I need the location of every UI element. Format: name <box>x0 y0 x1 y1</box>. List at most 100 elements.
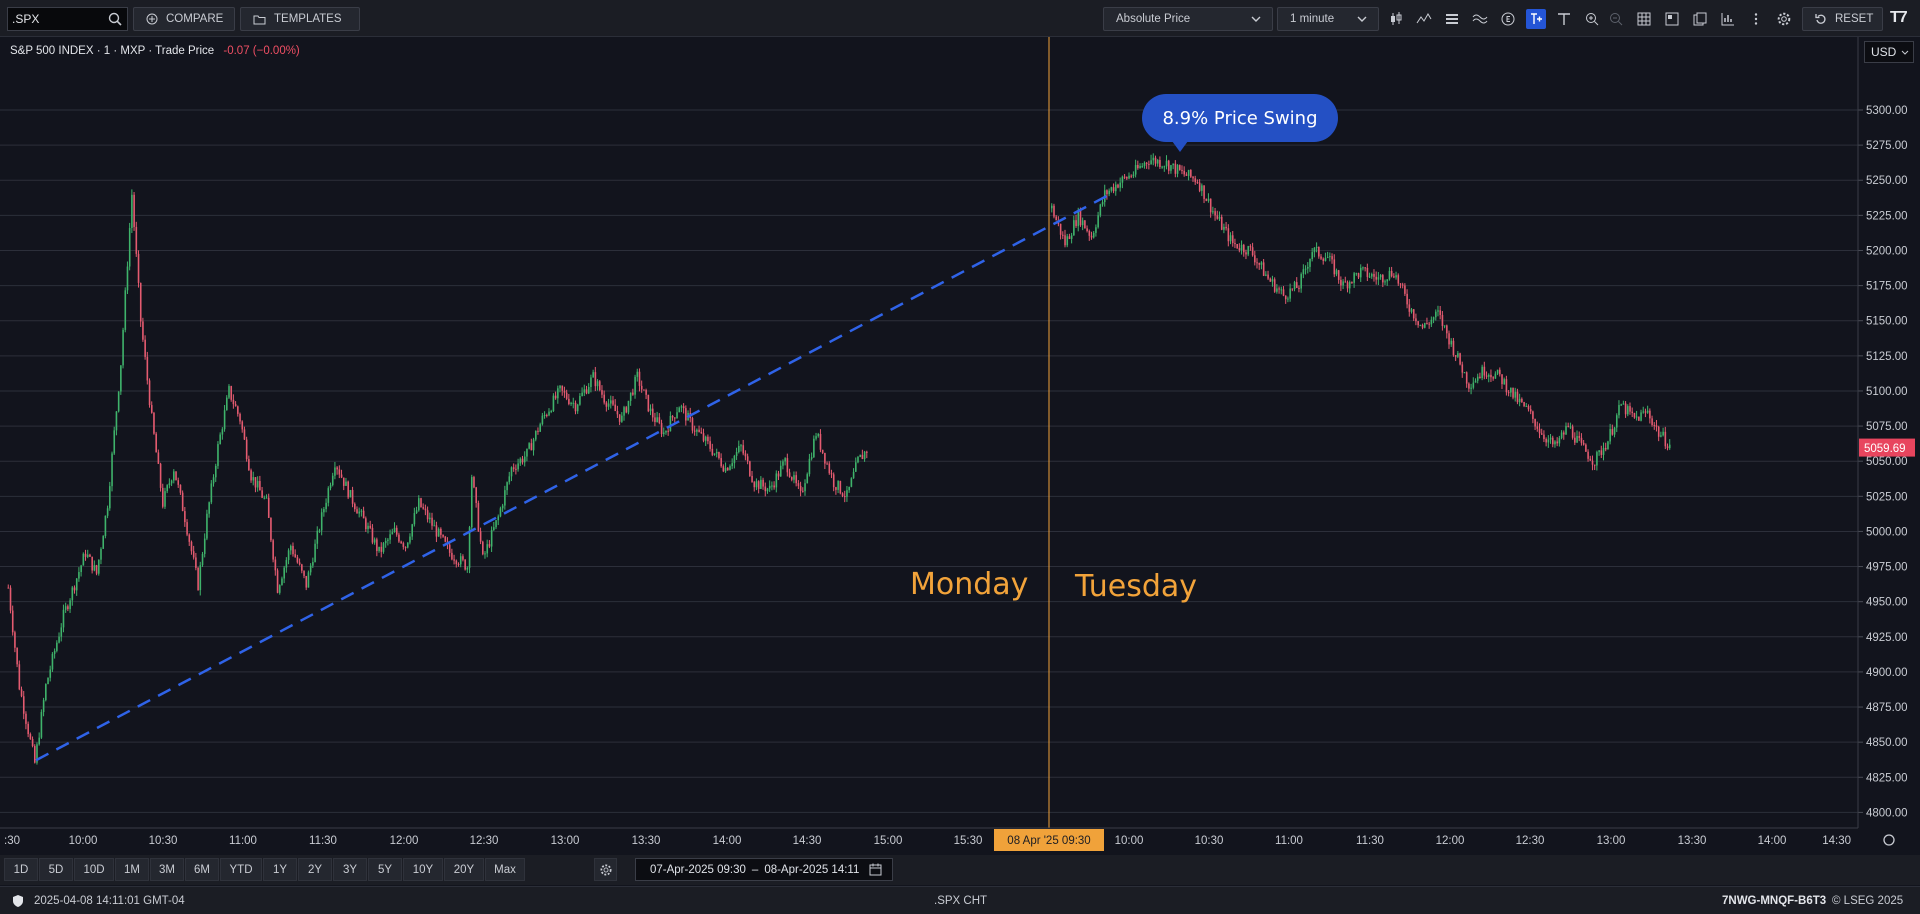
candle-body <box>371 527 374 543</box>
candle-body <box>1320 256 1322 259</box>
wave-icon[interactable] <box>1470 9 1490 29</box>
range-button-3y[interactable]: 3Y <box>333 858 367 881</box>
candle-body <box>276 570 279 593</box>
candle-body <box>1183 170 1186 175</box>
range-button-max[interactable]: Max <box>485 858 525 881</box>
trendline[interactable] <box>35 193 1111 762</box>
chevron-down-icon <box>1357 16 1367 22</box>
date-range-picker[interactable]: 07-Apr-2025 09:30 – 08-Apr-2025 14:11 <box>635 858 893 881</box>
table-icon[interactable] <box>1634 9 1654 29</box>
volume-bars-icon[interactable] <box>1442 9 1462 29</box>
range-button-3m[interactable]: 3M <box>150 858 184 881</box>
candle-body <box>1240 244 1243 251</box>
range-button-5y[interactable]: 5Y <box>368 858 402 881</box>
candle-body <box>550 410 553 412</box>
templates-button[interactable]: TEMPLATES <box>240 7 360 31</box>
candle-body <box>601 390 603 395</box>
range-button-5d[interactable]: 5D <box>39 858 73 881</box>
text-tool-icon[interactable] <box>1554 9 1574 29</box>
callout-bubble[interactable] <box>1142 94 1338 142</box>
events-icon[interactable] <box>1498 9 1518 29</box>
line-studies-icon[interactable] <box>1414 9 1434 29</box>
candle-body <box>36 744 38 763</box>
symbol-search[interactable] <box>7 7 128 31</box>
candle-body <box>1179 165 1181 171</box>
x-tick-label: 13:00 <box>551 835 580 847</box>
range-button-1m[interactable]: 1M <box>115 858 149 881</box>
candle-body <box>1633 413 1636 418</box>
price-change: -0.07 (−0.00%) <box>223 45 300 57</box>
zoom-out-icon[interactable] <box>1606 9 1626 29</box>
axis-settings-icon[interactable] <box>1883 834 1895 846</box>
price-type-dropdown[interactable]: Absolute Price <box>1103 7 1273 31</box>
candle-body <box>676 412 678 419</box>
search-icon[interactable] <box>107 11 123 27</box>
price-chart[interactable]: 8.9% Price Swing Monday Tuesday 5300.00 527… <box>0 37 1920 855</box>
candle-body <box>331 475 334 486</box>
candle-body <box>835 487 837 490</box>
candle-body <box>78 572 80 579</box>
candle-body <box>852 471 855 479</box>
candle-body <box>546 414 548 416</box>
range-button-2y[interactable]: 2Y <box>298 858 332 881</box>
crosshair-tool-icon[interactable] <box>1526 9 1546 29</box>
candle-body <box>75 578 78 591</box>
candle-body <box>508 476 511 483</box>
candle-body <box>1476 376 1479 381</box>
range-button-6m[interactable]: 6M <box>185 858 219 881</box>
candle-body <box>1435 311 1437 318</box>
candle-body <box>254 477 257 488</box>
candle-body <box>1406 293 1408 305</box>
symbol-input[interactable] <box>12 11 102 27</box>
candle-body <box>210 483 213 503</box>
compare-button[interactable]: COMPARE <box>133 7 235 31</box>
candle-body <box>654 417 656 423</box>
reset-button[interactable]: RESET <box>1802 7 1883 31</box>
candle-body <box>634 376 636 395</box>
range-button-10d[interactable]: 10D <box>74 858 114 881</box>
range-button-20y[interactable]: 20Y <box>444 858 484 881</box>
candle-body <box>757 481 760 489</box>
candle-body <box>477 502 480 532</box>
range-button-10y[interactable]: 10Y <box>403 858 443 881</box>
candle-body <box>1282 289 1285 296</box>
candle-body <box>1223 226 1225 230</box>
range-button-1y[interactable]: 1Y <box>263 858 297 881</box>
candle-body <box>327 488 330 503</box>
candle-body <box>470 477 473 528</box>
candle-body <box>482 541 484 555</box>
candle-body <box>256 481 259 488</box>
candlestick-icon[interactable] <box>1386 9 1406 29</box>
candle-body <box>1593 464 1596 466</box>
interval-dropdown[interactable]: 1 minute <box>1277 7 1379 31</box>
candle-body <box>1505 379 1508 393</box>
chart-type-icon[interactable] <box>1718 9 1738 29</box>
candle-body <box>475 487 477 503</box>
candle-body <box>281 578 283 586</box>
export-icon[interactable] <box>1690 9 1710 29</box>
candle-body <box>34 746 36 763</box>
layout-icon[interactable] <box>1662 9 1682 29</box>
settings-gear-icon[interactable] <box>1774 9 1794 29</box>
currency-dropdown[interactable]: USD <box>1864 41 1914 63</box>
candle-body <box>819 433 822 450</box>
candle-body <box>1430 319 1433 325</box>
range-button-ytd[interactable]: YTD <box>220 858 262 881</box>
candle-body <box>462 556 464 560</box>
candle-body <box>1457 353 1459 357</box>
candle-body <box>1346 282 1349 289</box>
candle-body <box>71 587 74 601</box>
calendar-icon[interactable] <box>869 863 882 876</box>
candle-body <box>771 485 773 487</box>
range-button-1d[interactable]: 1D <box>4 858 38 881</box>
range-settings-button[interactable] <box>594 858 617 881</box>
candle-body <box>1322 258 1325 261</box>
zoom-in-icon[interactable] <box>1582 9 1602 29</box>
candle-body <box>1108 190 1110 195</box>
candle-body <box>45 684 47 701</box>
candle-body <box>157 452 160 464</box>
candle-body <box>590 377 592 387</box>
candle-body <box>541 415 544 425</box>
candle-body <box>40 712 43 738</box>
more-options-icon[interactable] <box>1746 9 1766 29</box>
